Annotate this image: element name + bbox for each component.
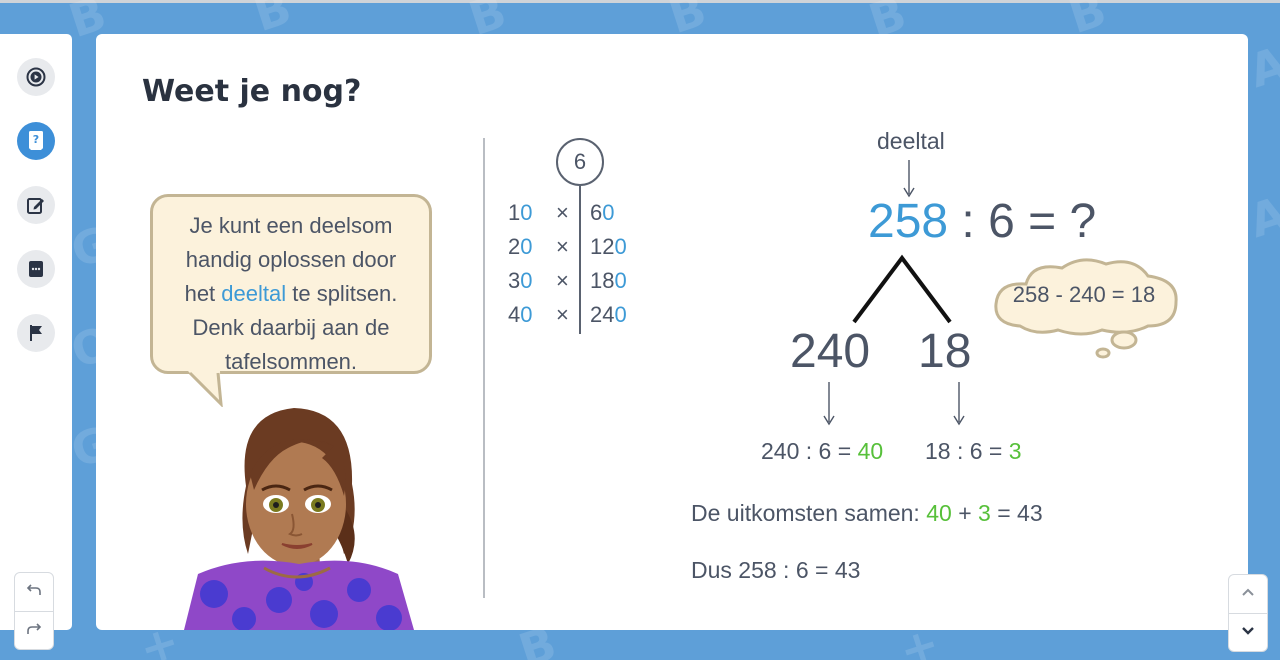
combine-b: 3	[978, 500, 991, 526]
chevron-down-icon	[1240, 623, 1256, 643]
finish-button[interactable]	[17, 314, 55, 352]
arrow-down-part-1	[823, 382, 835, 426]
chat-button[interactable]	[17, 250, 55, 288]
exercise-button[interactable]	[17, 186, 55, 224]
thought-text: 258 - 240 = 18	[1012, 282, 1156, 307]
times-symbol: ×	[556, 200, 569, 225]
combine-plus: +	[951, 500, 979, 526]
split-lines	[852, 254, 952, 324]
thought-cloud	[994, 258, 1178, 359]
sub-division-2: 18 : 6 = 3	[925, 438, 1022, 465]
row-factor-zero: 0	[520, 268, 533, 293]
next-button[interactable]	[1229, 613, 1267, 651]
conclusion-line: Dus 258 : 6 = 43	[691, 557, 861, 583]
theory-button[interactable]: ?	[17, 122, 55, 160]
combine-label: De uitkomsten samen:	[691, 500, 927, 526]
division-explanation: deeltal 258 : 6 = ? 240 18 258 - 240 = 1…	[96, 34, 1248, 630]
times-symbol: ×	[556, 268, 569, 293]
row-product: 18	[590, 268, 615, 293]
flag-icon	[26, 323, 46, 343]
previous-button[interactable]	[1229, 575, 1267, 613]
chevron-up-icon	[1240, 584, 1256, 604]
dividend: 258	[868, 195, 949, 248]
thought-bubble: 258 - 240 = 18	[992, 260, 1176, 332]
row-factor: 3	[508, 268, 521, 293]
sub-division-2-expr: 18 : 6 =	[925, 438, 1009, 464]
svg-text:?: ?	[33, 133, 39, 146]
bubble-line-3-pre: het	[184, 281, 222, 306]
sub-division-1-result: 40	[857, 438, 884, 464]
row-factor: 4	[508, 302, 521, 327]
row-factor: 2	[508, 234, 521, 259]
row-product-zero: 0	[614, 234, 627, 259]
row-product-zero: 0	[602, 200, 615, 225]
split-part-2: 18	[918, 325, 972, 378]
times-symbol: ×	[556, 234, 569, 259]
page-title: Weet je nog?	[142, 74, 362, 109]
division-equation: 258 : 6 = ?	[868, 192, 1096, 252]
row-product-zero: 0	[614, 302, 627, 327]
row-factor: 1	[508, 200, 521, 225]
content-card: Weet je nog? Je kunt een deelsom handig …	[96, 34, 1248, 630]
combine-a: 40	[926, 500, 952, 526]
page-navigation	[1228, 574, 1268, 652]
speech-bubble-tail	[188, 371, 223, 407]
edit-icon	[26, 195, 46, 215]
bubble-line-1: Je kunt een deelsom	[189, 213, 393, 238]
sub-division-2-result: 3	[1008, 438, 1022, 464]
bubble-line-3: het deeltal te splitsen.	[153, 277, 429, 311]
row-product: 6	[590, 200, 603, 225]
split-part-1: 240	[790, 325, 871, 378]
undo-button[interactable]	[15, 573, 53, 611]
equation-rest: : 6 = ?	[948, 195, 1097, 248]
play-circle-icon	[26, 67, 46, 87]
sub-division-1: 240 : 6 = 40	[761, 438, 883, 465]
table-divider-line	[579, 186, 581, 334]
speech-bubble-text: Je kunt een deelsom handig oplossen door…	[153, 209, 429, 379]
bubble-line-2: handig oplossen door	[185, 247, 397, 272]
speech-bubble: Je kunt een deelsom handig oplossen door…	[150, 194, 432, 374]
deeltal-label: deeltal	[877, 128, 945, 154]
bubble-line-3-post: te splitsen.	[286, 281, 398, 306]
girl-illustration	[184, 408, 414, 630]
row-product: 24	[590, 302, 615, 327]
divisor-circle: 6	[556, 138, 604, 186]
redo-icon	[26, 621, 42, 641]
row-factor-zero: 0	[520, 302, 533, 327]
row-product-zero: 0	[614, 268, 627, 293]
row-product: 12	[590, 234, 615, 259]
combine-line: De uitkomsten samen: 40 + 3 = 43	[691, 500, 1043, 527]
undo-icon	[26, 582, 42, 602]
sub-division-1-expr: 240 : 6 =	[761, 438, 858, 464]
bubble-line-4: Denk daarbij aan de	[192, 315, 390, 340]
top-border	[0, 0, 1280, 3]
combine-result: = 43	[990, 500, 1043, 526]
arrow-down-deeltal	[903, 160, 915, 198]
vertical-divider	[483, 138, 485, 598]
row-factor-zero: 0	[520, 234, 533, 259]
arrow-down-part-2	[953, 382, 965, 426]
deeltal-highlight: deeltal	[221, 281, 287, 306]
book-question-icon: ?	[26, 130, 46, 152]
sidebar: ?	[0, 34, 72, 630]
undo-redo-controls	[14, 572, 54, 650]
video-button[interactable]	[17, 58, 55, 96]
redo-button[interactable]	[15, 611, 53, 649]
row-factor-zero: 0	[520, 200, 533, 225]
bubble-line-5: tafelsommen.	[224, 349, 358, 374]
times-symbol: ×	[556, 302, 569, 327]
chat-dots-icon	[26, 259, 46, 279]
